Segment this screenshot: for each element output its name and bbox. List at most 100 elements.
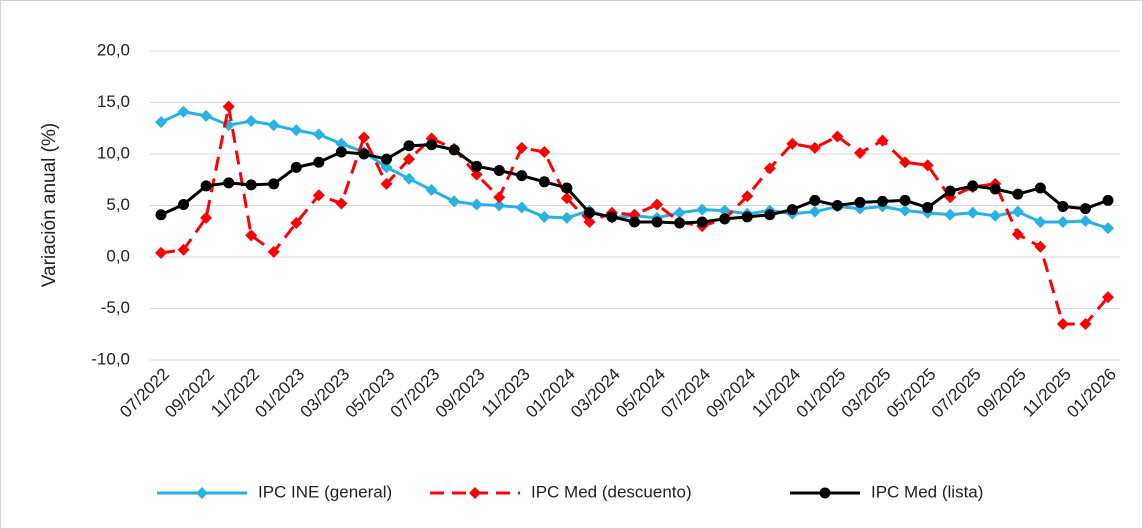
legend-marker xyxy=(819,487,831,499)
y-tick-label: 10,0 xyxy=(97,143,130,162)
data-point xyxy=(629,216,640,228)
y-tick-label: 0,0 xyxy=(106,246,130,265)
data-point xyxy=(1079,317,1092,330)
data-point xyxy=(177,105,190,118)
data-point xyxy=(674,217,686,229)
data-point xyxy=(1057,201,1069,213)
data-point xyxy=(155,209,167,221)
data-point xyxy=(899,204,912,217)
data-point xyxy=(1079,203,1091,215)
data-point xyxy=(470,168,483,181)
data-point xyxy=(854,196,866,208)
data-point xyxy=(651,216,663,228)
data-point xyxy=(200,180,212,192)
y-tick-label: 15,0 xyxy=(97,92,130,111)
data-point xyxy=(267,119,280,132)
data-point xyxy=(899,194,911,206)
data-point xyxy=(223,177,235,189)
data-point xyxy=(1034,182,1046,194)
data-point xyxy=(515,141,528,154)
data-point xyxy=(493,164,505,176)
data-point xyxy=(403,153,416,166)
data-point xyxy=(718,204,731,217)
data-point xyxy=(696,203,709,216)
data-point xyxy=(515,201,528,214)
data-point xyxy=(335,197,348,210)
data-point xyxy=(809,194,821,206)
data-point xyxy=(312,128,325,141)
data-point xyxy=(245,229,258,242)
data-point xyxy=(177,243,190,256)
data-point xyxy=(966,206,979,219)
data-point xyxy=(290,217,303,230)
data-point xyxy=(583,207,595,219)
data-point xyxy=(538,145,551,158)
data-point xyxy=(899,156,912,169)
data-point xyxy=(516,170,528,182)
data-point xyxy=(989,183,1001,195)
data-point xyxy=(1056,215,1069,228)
data-point xyxy=(560,192,573,205)
data-point xyxy=(1011,228,1024,241)
data-point xyxy=(380,153,392,165)
data-point xyxy=(1079,214,1092,227)
data-point xyxy=(561,182,573,194)
y-tick-label: 5,0 xyxy=(106,195,130,214)
data-point xyxy=(741,190,754,203)
data-point xyxy=(425,184,438,197)
data-point xyxy=(312,189,325,202)
data-point xyxy=(267,245,280,258)
y-tick-label: -5,0 xyxy=(101,298,130,317)
data-point xyxy=(606,211,618,223)
data-point xyxy=(922,202,934,214)
legend-label: IPC Med (descuento) xyxy=(531,482,692,501)
data-point xyxy=(583,215,596,228)
data-point xyxy=(673,206,686,219)
data-point xyxy=(1011,205,1024,218)
legend-label: IPC INE (general) xyxy=(258,482,392,501)
data-point xyxy=(493,199,506,212)
data-point xyxy=(313,156,325,168)
data-point xyxy=(403,140,415,152)
data-point xyxy=(493,191,506,204)
data-point xyxy=(335,146,347,158)
data-point xyxy=(831,200,843,211)
data-point xyxy=(448,195,461,208)
data-point xyxy=(1056,317,1069,330)
legend-label: IPC Med (lista) xyxy=(871,482,983,501)
data-point xyxy=(380,161,393,174)
data-point xyxy=(877,195,889,207)
data-point xyxy=(696,216,708,228)
data-point xyxy=(357,131,370,144)
data-point xyxy=(944,208,957,221)
data-point xyxy=(222,100,235,113)
legend-marker xyxy=(196,487,208,499)
data-point xyxy=(358,148,370,160)
data-point xyxy=(786,137,799,150)
data-point xyxy=(944,185,956,197)
data-point xyxy=(831,130,844,143)
data-point xyxy=(921,159,934,172)
data-point xyxy=(380,177,393,190)
data-point xyxy=(764,209,776,221)
data-point xyxy=(426,139,438,151)
y-tick-label: -10,0 xyxy=(91,349,130,368)
data-point xyxy=(290,161,302,173)
data-point xyxy=(538,176,550,188)
data-point xyxy=(155,246,167,259)
data-point xyxy=(200,211,213,224)
data-point xyxy=(245,115,258,128)
data-point xyxy=(200,109,213,122)
data-point xyxy=(1034,215,1047,228)
data-point xyxy=(808,141,821,154)
data-point xyxy=(741,211,753,223)
data-point xyxy=(1102,194,1114,206)
data-point xyxy=(876,134,889,147)
data-point xyxy=(560,211,573,224)
data-point xyxy=(448,144,460,156)
data-point xyxy=(1102,222,1114,235)
data-point xyxy=(245,179,257,191)
data-point xyxy=(155,116,167,129)
